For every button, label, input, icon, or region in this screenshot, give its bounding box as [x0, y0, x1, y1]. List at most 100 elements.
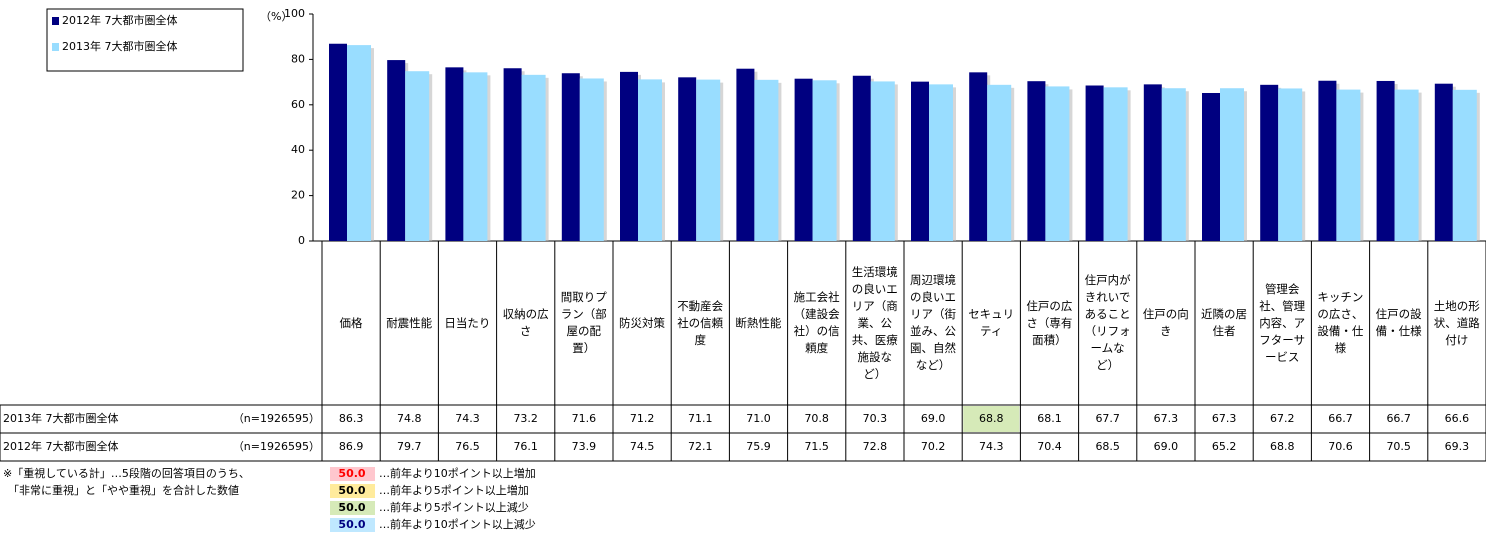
y-tick-label: 60: [291, 98, 305, 111]
cell-value: 68.8: [979, 412, 1004, 425]
bar: [794, 78, 813, 241]
category-label: 住戸の向き: [1142, 307, 1189, 338]
cell-value: 68.5: [1095, 440, 1120, 453]
bar: [638, 79, 662, 241]
category-label: セキュリティ: [968, 307, 1015, 338]
bar: [620, 71, 638, 241]
note-text: …前年より10ポイント以上減少: [379, 517, 536, 531]
cell-value: 67.2: [1270, 412, 1295, 425]
cell-value: 66.6: [1445, 412, 1470, 425]
category-label: 日当たり: [444, 315, 491, 330]
cell-value: 71.5: [804, 440, 829, 453]
category-label: 収納の広さ: [502, 307, 549, 338]
bar: [1103, 87, 1128, 241]
cell-value: 74.3: [979, 440, 1004, 453]
note-swatch: [330, 501, 375, 515]
bar: [1434, 83, 1453, 242]
y-unit: （%）: [260, 10, 292, 23]
bar: [1085, 85, 1104, 241]
bar: [561, 73, 580, 241]
bar: [1278, 88, 1303, 242]
note-text: …前年より10ポイント以上増加: [379, 466, 536, 480]
bar: [736, 68, 755, 241]
bar: [696, 79, 721, 241]
cell-value: 67.7: [1095, 412, 1120, 425]
category-label: 住戸内がきれいであること（リフォームなど）: [1084, 273, 1131, 372]
note-sample: 50.0: [338, 501, 365, 514]
category-label: 住戸の広さ（専有面積）: [1026, 298, 1073, 347]
category-label: 近隣の居住者: [1201, 307, 1247, 338]
cell-value: 68.8: [1270, 440, 1295, 453]
cell-value: 70.8: [804, 412, 829, 425]
cell-value: 75.9: [746, 440, 771, 453]
bar: [1394, 89, 1419, 241]
category-label: 断熱性能: [735, 315, 782, 330]
legend-swatch: [52, 43, 59, 51]
bar: [1260, 84, 1279, 241]
y-tick-label: 20: [291, 189, 305, 202]
bar: [1220, 88, 1244, 241]
bar: [1045, 86, 1070, 242]
category-label: 価格: [339, 315, 363, 330]
legend-label: 2012年 7大都市圏全体: [62, 13, 178, 27]
bar: [521, 74, 546, 241]
cell-value: 71.1: [688, 412, 713, 425]
bar: [678, 77, 697, 241]
row-n: （n=1926595）: [233, 412, 320, 425]
row-label: 2013年 7大都市圏全体: [3, 411, 119, 425]
bar: [852, 75, 871, 241]
bar: [463, 72, 488, 242]
bar: [812, 80, 837, 241]
category-label: 施工会社（建設会社）の信頼度: [793, 290, 840, 355]
cell-value: 76.1: [513, 440, 538, 453]
category-label: 土地の形状、道路付け: [1433, 298, 1480, 347]
cell-value: 69.0: [1154, 440, 1179, 453]
cell-value: 69.0: [921, 412, 946, 425]
note-sample: 50.0: [338, 467, 365, 480]
cell-value: 67.3: [1154, 412, 1179, 425]
category-label: 住戸の設備・仕様: [1375, 307, 1422, 338]
cell-value: 71.6: [572, 412, 597, 425]
bar: [445, 67, 464, 241]
y-tick-label: 80: [291, 52, 305, 65]
category-label: 間取りプラン（部屋の配置）: [560, 290, 607, 355]
cell-value: 70.2: [921, 440, 946, 453]
bar: [405, 71, 430, 241]
cell-value: 72.1: [688, 440, 713, 453]
cell-value: 66.7: [1328, 412, 1353, 425]
bar: [870, 81, 895, 241]
bar: [929, 84, 953, 242]
cell-value: 69.3: [1445, 440, 1470, 453]
cell-value: 67.3: [1212, 412, 1237, 425]
y-tick-label: 0: [298, 234, 305, 247]
legend-swatch: [52, 17, 59, 25]
cell-value: 76.5: [455, 440, 480, 453]
cell-value: 73.2: [513, 412, 538, 425]
category-label: 周辺環境の良いエリア（街並み、公園、自然など）: [910, 273, 956, 372]
cell-value: 70.6: [1328, 440, 1353, 453]
note-sample: 50.0: [338, 484, 365, 497]
category-label: 防災対策: [619, 315, 665, 330]
cell-value: 70.3: [863, 412, 888, 425]
bar: [754, 79, 779, 241]
cell-value: 68.1: [1037, 412, 1062, 425]
cell-value: 71.0: [746, 412, 771, 425]
bar: [1027, 81, 1046, 241]
note-text: …前年より5ポイント以上増加: [379, 483, 529, 497]
note-swatch: [330, 518, 375, 532]
note-swatch: [330, 467, 375, 481]
bar: [911, 81, 929, 241]
cell-value: 73.9: [572, 440, 597, 453]
category-label: 管理会社、管理内容、アフターサービス: [1259, 281, 1306, 364]
category-label: キッチンの広さ、設備・仕様: [1317, 290, 1364, 355]
cell-value: 65.2: [1212, 440, 1237, 453]
row-n: （n=1926595）: [233, 440, 320, 453]
category-label: 耐震性能: [386, 315, 433, 330]
note-text: …前年より5ポイント以上減少: [379, 500, 529, 514]
cell-value: 86.3: [339, 412, 364, 425]
bar: [1318, 80, 1337, 241]
bar: [503, 68, 522, 242]
cell-value: 79.7: [397, 440, 422, 453]
